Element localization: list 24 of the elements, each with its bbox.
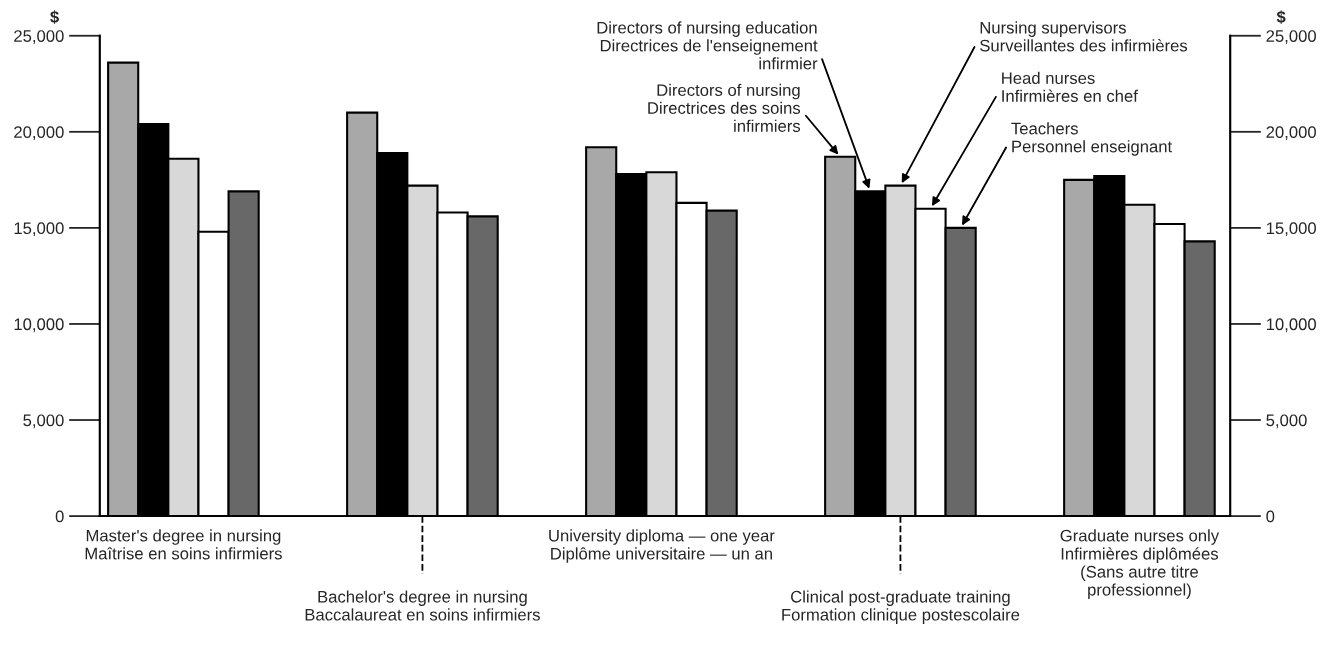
- y-tick-label: 25,000: [14, 30, 64, 44]
- y-tick-label: 5,000: [23, 414, 64, 429]
- text: Teachers Personnel enseignant: [1011, 122, 1173, 156]
- y2-tick-label: 20,000: [1266, 126, 1316, 140]
- y-tick-label: 0: [55, 510, 64, 523]
- text: Head nurses Infirmières en chef: [1002, 71, 1138, 102]
- x-tick-label: University diploma — one year Diplôme universitaire — un an: [549, 529, 775, 563]
- text: Nursing supervisors Surveillantes des infirmières: [980, 21, 1188, 52]
- y2-tick-label: 15,000: [1266, 222, 1316, 237]
- x-tick-label: Bachelor's degree in nursing Baccalaureat en soins infirmiers: [305, 590, 540, 621]
- y2-axis-title: $: [1276, 10, 1286, 24]
- x-tick-label: Clinical post-graduate training Formation clinique postescolaire: [782, 590, 1020, 624]
- x-tick-label: Master's degree in nursing Maîtrise en soins infirmiers: [85, 529, 282, 560]
- y2-tick-label: 5,000: [1266, 414, 1307, 429]
- y2-tick-label: 0: [1266, 510, 1275, 523]
- y-tick-label: 20,000: [14, 126, 64, 140]
- text: Directors of nursing Directrices des soins infirmiers: [648, 83, 801, 132]
- x-tick-label: Graduate nurses only Infirmières diplômées (Sans autre titre professionnel): [1060, 529, 1220, 599]
- y-tick-label: 10,000: [14, 318, 64, 333]
- y2-tick-label: 25,000: [1266, 30, 1316, 44]
- y-tick-label: 15,000: [14, 222, 64, 237]
- text: Directors of nursing education Directrices de l'enseignement infirmier: [597, 21, 818, 70]
- y-axis-title: $: [50, 10, 59, 24]
- y2-tick-label: 10,000: [1266, 318, 1316, 333]
